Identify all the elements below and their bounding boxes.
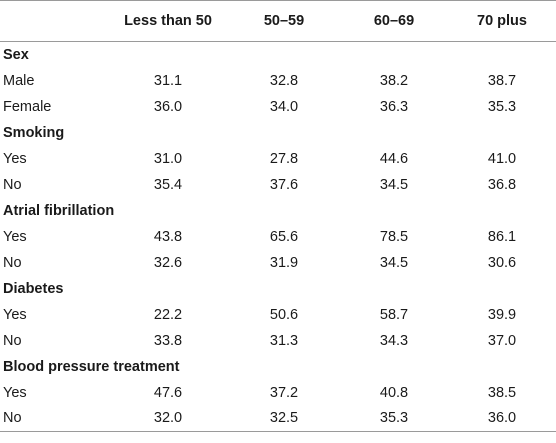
value-cell: 31.1: [153, 72, 183, 89]
value-cell: 65.6: [269, 228, 299, 245]
value-cell: 22.2: [153, 306, 183, 323]
row-label: Yes: [3, 306, 27, 323]
value-cell: 38.7: [487, 72, 517, 89]
value-cell: 36.0: [153, 98, 183, 115]
value-cell: 32.6: [153, 254, 183, 271]
section-row: Blood pressure treatment: [0, 354, 556, 380]
value-cell: 34.3: [379, 332, 409, 349]
header-cell-less-than-50: Less than 50: [124, 13, 212, 29]
table-row: Yes 47.6 37.2 40.8 38.5: [0, 380, 556, 406]
value-cell: 37.6: [269, 176, 299, 193]
value-cell: 40.8: [379, 384, 409, 401]
row-label: Female: [3, 98, 52, 115]
value-cell: 58.7: [379, 306, 409, 323]
value-cell: 44.6: [379, 150, 409, 167]
value-cell: 34.0: [269, 98, 299, 115]
value-cell: 86.1: [487, 228, 517, 245]
table-row: Female 36.0 34.0 36.3 35.3: [0, 94, 556, 120]
value-cell: 33.8: [153, 332, 183, 349]
value-cell: 31.0: [153, 150, 183, 167]
value-cell: 37.0: [487, 332, 517, 349]
section-row: Atrial fibrillation: [0, 198, 556, 224]
section-title: Sex: [3, 46, 29, 63]
value-cell: 36.3: [379, 98, 409, 115]
value-cell: 36.8: [487, 176, 517, 193]
value-cell: 32.0: [153, 410, 183, 427]
table-row: Male 31.1 32.8 38.2 38.7: [0, 68, 556, 94]
section-row: Diabetes: [0, 276, 556, 302]
value-cell: 30.6: [487, 254, 517, 271]
table-row: Yes 31.0 27.8 44.6 41.0: [0, 146, 556, 172]
row-label: Yes: [3, 228, 27, 245]
header-cell-50-59: 50–59: [263, 13, 305, 29]
value-cell: 38.2: [379, 72, 409, 89]
value-cell: 37.2: [269, 384, 299, 401]
value-cell: 31.3: [269, 332, 299, 349]
value-cell: 78.5: [379, 228, 409, 245]
table-row: Yes 22.2 50.6 58.7 39.9: [0, 302, 556, 328]
header-row: Less than 50 50–59 60–69 70 plus: [0, 0, 556, 42]
value-cell: 43.8: [153, 228, 183, 245]
value-cell: 47.6: [153, 384, 183, 401]
value-cell: 35.4: [153, 176, 183, 193]
table-row: No 32.6 31.9 34.5 30.6: [0, 250, 556, 276]
row-label: No: [3, 176, 22, 193]
value-cell: 41.0: [487, 150, 517, 167]
header-cell-70-plus: 70 plus: [477, 13, 527, 29]
header-cell-60-69: 60–69: [373, 13, 415, 29]
section-title: Smoking: [3, 124, 65, 141]
row-label: Yes: [3, 150, 27, 167]
row-label: Yes: [3, 384, 27, 401]
value-cell: 38.5: [487, 384, 517, 401]
value-cell: 32.5: [269, 410, 299, 427]
value-cell: 35.3: [379, 410, 409, 427]
section-title: Diabetes: [3, 280, 64, 297]
section-row: Sex: [0, 42, 556, 68]
section-title: Blood pressure treatment: [3, 358, 180, 375]
value-cell: 34.5: [379, 176, 409, 193]
value-cell: 35.3: [487, 98, 517, 115]
table-row: No 32.0 32.5 35.3 36.0: [0, 406, 556, 432]
section-row: Smoking: [0, 120, 556, 146]
row-label: Male: [3, 72, 35, 89]
row-label: No: [3, 332, 22, 349]
value-cell: 34.5: [379, 254, 409, 271]
value-cell: 31.9: [269, 254, 299, 271]
table-body: Sex Male 31.1 32.8 38.2 38.7 Female 36.0 34.0 36.…: [0, 42, 556, 432]
table-row: No 35.4 37.6 34.5 36.8: [0, 172, 556, 198]
row-label: No: [3, 410, 22, 427]
value-cell: 32.8: [269, 72, 299, 89]
section-title: Atrial fibrillation: [3, 202, 115, 219]
value-cell: 36.0: [487, 410, 517, 427]
value-cell: 50.6: [269, 306, 299, 323]
value-cell: 39.9: [487, 306, 517, 323]
header-cell-empty: [0, 1, 108, 42]
table-row: No 33.8 31.3 34.3 37.0: [0, 328, 556, 354]
row-label: No: [3, 254, 22, 271]
table-row: Yes 43.8 65.6 78.5 86.1: [0, 224, 556, 250]
data-table: Less than 50 50–59 60–69 70 plus Sex Male…: [0, 0, 556, 432]
value-cell: 27.8: [269, 150, 299, 167]
